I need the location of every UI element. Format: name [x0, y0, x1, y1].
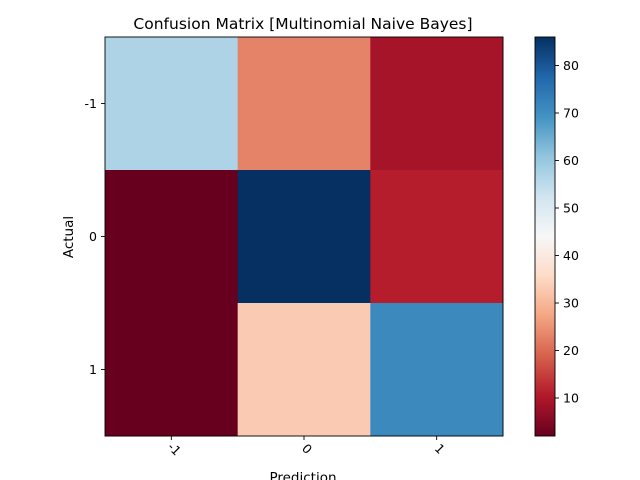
y-axis-label: Actual [61, 216, 77, 258]
colorbar [534, 36, 556, 437]
heatmap-cell [237, 170, 371, 304]
heatmap-cell [237, 303, 371, 437]
y-tick-label: 0 [89, 229, 97, 244]
colorbar-tick-label: 40 [563, 248, 579, 263]
y-axis-ticks: -1 0 1 [85, 96, 105, 377]
colorbar-tick-label: 20 [563, 343, 579, 358]
x-tick-label: 1 [432, 441, 448, 457]
heatmap-cell [105, 303, 239, 437]
heatmap-cell [105, 37, 239, 171]
colorbar-tick-label: 80 [563, 58, 579, 73]
heatmap-cells [105, 37, 504, 437]
colorbar-tick-label: 10 [563, 391, 579, 406]
y-tick-label: -1 [85, 96, 97, 111]
x-tick-label: 0 [299, 441, 315, 457]
colorbar-tick-label: 60 [563, 153, 579, 168]
x-axis-ticks: -1 0 1 [165, 436, 448, 459]
colorbar-tick-label: 70 [563, 106, 579, 121]
heatmap-cell [237, 37, 371, 171]
colorbar-ticks: 10 20 30 40 50 60 70 80 [555, 58, 579, 406]
colorbar-tick-label: 50 [563, 201, 579, 216]
x-tick-label: -1 [165, 439, 184, 458]
heatmap-cell [370, 170, 504, 304]
heatmap-cell [370, 37, 504, 171]
x-axis-label: Prediction [269, 470, 336, 480]
y-tick-label: 1 [89, 362, 97, 377]
heatmap-cell [105, 170, 239, 304]
chart-title: Confusion Matrix [Multinomial Naive Baye… [133, 15, 472, 33]
colorbar-tick-label: 30 [563, 296, 579, 311]
heatmap-cell [370, 303, 504, 437]
